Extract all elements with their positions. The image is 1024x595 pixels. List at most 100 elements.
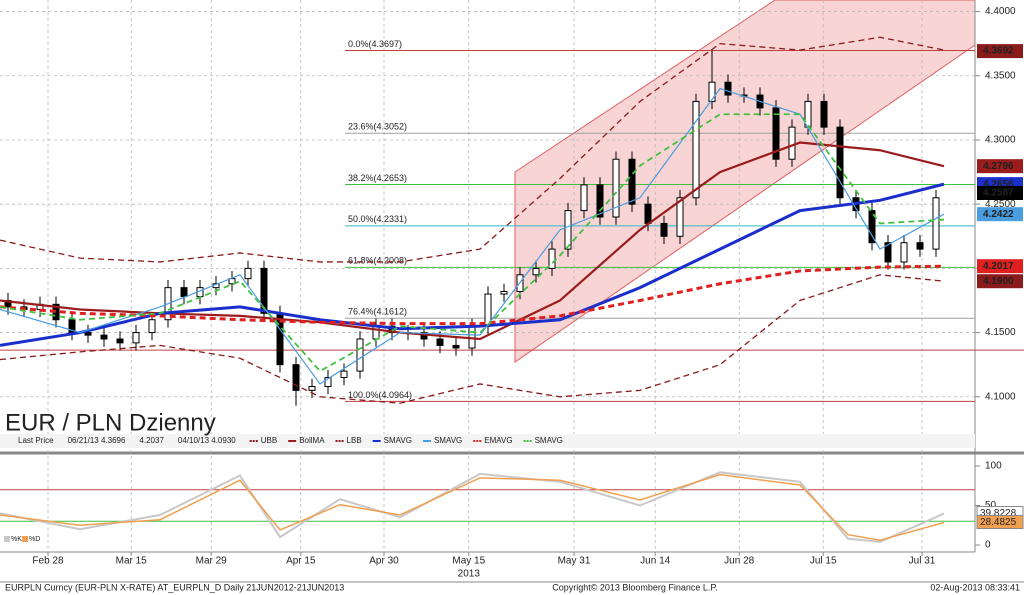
- x-tick-label: Mar 15: [116, 556, 148, 567]
- y-tick-label: 4.2500: [985, 199, 1016, 210]
- candle-body: [532, 267, 540, 276]
- indicator-line: [0, 113, 945, 373]
- chart-title: EUR / PLN Dzienny: [5, 409, 216, 436]
- y-tick-label: 4.1000: [985, 391, 1016, 402]
- legend-entry: SMAVG: [535, 436, 563, 445]
- y-tick-label: 0: [985, 540, 991, 551]
- x-tick-label: Apr 30: [369, 556, 399, 567]
- fib-label: 61.8%(4.2008): [348, 256, 407, 266]
- candle-body: [500, 290, 508, 295]
- x-tick-label: May 31: [558, 556, 591, 567]
- stoch-line: [0, 473, 945, 542]
- legend-info: 04/10/13 4.0930: [178, 436, 236, 445]
- legend-swatch: [22, 536, 28, 542]
- candle-body: [260, 267, 268, 314]
- candle-body: [180, 287, 188, 298]
- price-label: 4.1900: [983, 276, 1014, 287]
- legend-entry: %K: [11, 536, 22, 543]
- x-tick-label: May 15: [452, 556, 485, 567]
- candle-body: [340, 370, 348, 379]
- candle-body: [692, 100, 700, 199]
- indicator-line: [0, 264, 945, 326]
- footer-center: Copyright© 2013 Bloomberg Finance L.P.: [552, 582, 718, 592]
- legend-entry: EMAVG: [484, 436, 512, 445]
- x-tick-label: Mar 29: [196, 556, 228, 567]
- fib-label: 23.6%(4.3052): [348, 122, 407, 132]
- price-label: 4.2796: [983, 161, 1014, 172]
- candle-body: [868, 210, 876, 244]
- legend-entry: %D: [29, 536, 40, 543]
- candle-body: [836, 126, 844, 199]
- price-label-box: [977, 274, 1023, 289]
- legend-entry: SMAVG: [384, 436, 412, 445]
- y-tick-label: 4.4000: [985, 6, 1016, 17]
- candle-body: [676, 197, 684, 237]
- candle-body: [548, 248, 556, 269]
- price-label-box: [977, 207, 1023, 222]
- footer-left: EURPLN Curncy (EUR-PLN X-RATE) AT_EURPLN…: [5, 582, 344, 592]
- y-tick-label: 100: [985, 461, 1002, 472]
- legend-info: 06/21/13 4.3696: [68, 436, 126, 445]
- candle-body: [644, 203, 652, 224]
- value-label: 39.8228: [980, 508, 1017, 519]
- y-tick-label: 4.3500: [985, 70, 1016, 81]
- candle-body: [356, 338, 364, 372]
- x-tick-label: Jun 28: [724, 556, 754, 567]
- candle-body: [372, 325, 380, 340]
- fib-label: 100.0%(4.0964): [348, 390, 412, 400]
- candle-body: [884, 242, 892, 263]
- candle-body: [132, 332, 140, 344]
- candle-body: [452, 344, 460, 349]
- candle-body: [916, 242, 924, 250]
- candle-body: [708, 81, 716, 102]
- y-tick-label: 50: [985, 500, 997, 511]
- indicator-line: [0, 274, 945, 404]
- price-label-box: [977, 259, 1023, 274]
- x-tick-label: Jul 15: [810, 556, 837, 567]
- candle-body: [660, 222, 668, 237]
- price-label: 4.2422: [983, 209, 1014, 220]
- y-tick-label: 4.1500: [985, 327, 1016, 338]
- indicator-line: [0, 87, 945, 385]
- candle-body: [788, 126, 796, 160]
- candle-body: [820, 100, 828, 128]
- candle-body: [292, 364, 300, 391]
- candle-body: [628, 158, 636, 205]
- fib-label: 38.2%(4.2653): [348, 173, 407, 183]
- footer-right: 02-Aug-2013 08:33:41: [930, 582, 1020, 592]
- price-label: 4.2656: [983, 179, 1014, 190]
- price-label: 4.3692: [983, 46, 1014, 57]
- x-tick-label: Jun 14: [640, 556, 670, 567]
- fib-label: 50.0%(4.2331): [348, 214, 407, 224]
- legend-info: Last Price: [18, 436, 54, 445]
- legend-swatch: [4, 536, 10, 542]
- candle-body: [436, 338, 444, 346]
- candle-body: [308, 386, 316, 391]
- x-tick-label: Apr 15: [286, 556, 316, 567]
- legend-bar: [0, 434, 975, 448]
- candle-body: [564, 210, 572, 250]
- year-label: 2013: [458, 569, 481, 580]
- value-label-box: [976, 514, 1024, 529]
- y-tick-label: 4.3000: [985, 135, 1016, 146]
- price-label-box: [977, 185, 1023, 200]
- candle-body: [932, 197, 940, 250]
- price-label-box: [977, 44, 1023, 59]
- fib-label: 0.0%(4.3697): [348, 39, 402, 49]
- legend-entry: BollMA: [299, 436, 325, 445]
- price-label: 4.2017: [983, 261, 1014, 272]
- x-tick-label: Jul 31: [909, 556, 936, 567]
- candle-body: [148, 319, 156, 334]
- value-label: 28.4825: [980, 517, 1017, 528]
- price-label: 4.2587: [983, 188, 1014, 199]
- candle-body: [596, 184, 604, 218]
- legend-entry: UBB: [261, 436, 277, 445]
- candle-body: [84, 332, 92, 336]
- candle-body: [900, 242, 908, 263]
- candle-body: [100, 334, 108, 340]
- candle-body: [244, 267, 252, 280]
- candle-body: [116, 338, 124, 344]
- x-tick-label: Feb 28: [32, 556, 64, 567]
- legend-entry: LBB: [347, 436, 362, 445]
